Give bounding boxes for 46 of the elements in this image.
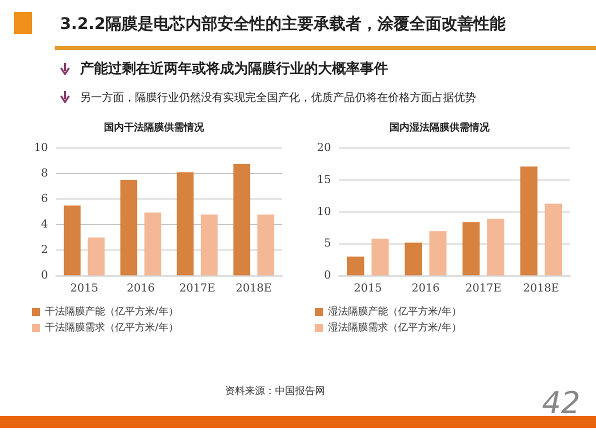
legend-label: 干法隔膜产能（亿平方米/年） (45, 306, 178, 318)
legend-label: 湿法隔膜需求（亿平方米/年） (328, 322, 462, 334)
y-tick-label: 6 (40, 192, 48, 205)
bar (462, 222, 480, 276)
y-tick-label: 10 (316, 204, 331, 218)
bar (88, 237, 105, 276)
x-tick-label: 2016 (126, 281, 155, 294)
text: 另一方面，隔膜行业仍然没有实现完全国产化，优质产品仍将在价格方面占据优势 (80, 90, 476, 105)
text: 产能过剩在近两年或将成为隔膜行业的大概率事件 (80, 60, 388, 78)
text: 3.2.2隔膜是电芯内部安全性的主要承载者，涂覆全面改善性能 (60, 14, 506, 35)
x-tick-label: 2015 (70, 281, 98, 294)
bar (120, 180, 138, 276)
bar (347, 256, 364, 276)
y-tick-label: 4 (40, 218, 48, 231)
y-tick-label: 20 (316, 140, 331, 154)
x-tick-label: 2017E (465, 281, 502, 294)
bar (233, 164, 250, 276)
y-tick-label: 0 (324, 268, 331, 282)
bar (64, 206, 81, 276)
legend-label: 湿法隔膜产能（亿平方米/年） (328, 306, 462, 318)
bar (404, 242, 422, 276)
bar (176, 172, 194, 276)
y-tick-label: 8 (40, 166, 48, 180)
bar (544, 204, 562, 276)
bar (372, 238, 389, 276)
bar (144, 212, 162, 276)
y-tick-label: 15 (316, 172, 331, 186)
y-tick-label: 2 (40, 243, 48, 256)
bar (257, 214, 274, 276)
x-tick-label: 2016 (412, 281, 440, 294)
x-tick-label: 2018E (236, 281, 272, 294)
bar (487, 218, 504, 276)
chart-title: 国内干法隔膜供需情况 (104, 122, 205, 134)
x-tick-label: 2015 (354, 281, 382, 294)
text: 42 (542, 386, 580, 421)
y-tick-label: 0 (40, 268, 48, 282)
x-tick-label: 2018E (523, 281, 560, 294)
x-tick-label: 2017E (179, 281, 216, 294)
bar (200, 214, 218, 276)
chart-title: 国内湿法隔膜供需情况 (390, 122, 490, 134)
text: 资料来源：中国报告网 (225, 384, 325, 398)
bar (429, 231, 446, 276)
bar (520, 166, 538, 276)
y-tick-label: 10 (34, 140, 48, 154)
legend-label: 干法隔膜需求（亿平方米/年） (45, 322, 178, 334)
y-tick-label: 5 (324, 236, 331, 250)
